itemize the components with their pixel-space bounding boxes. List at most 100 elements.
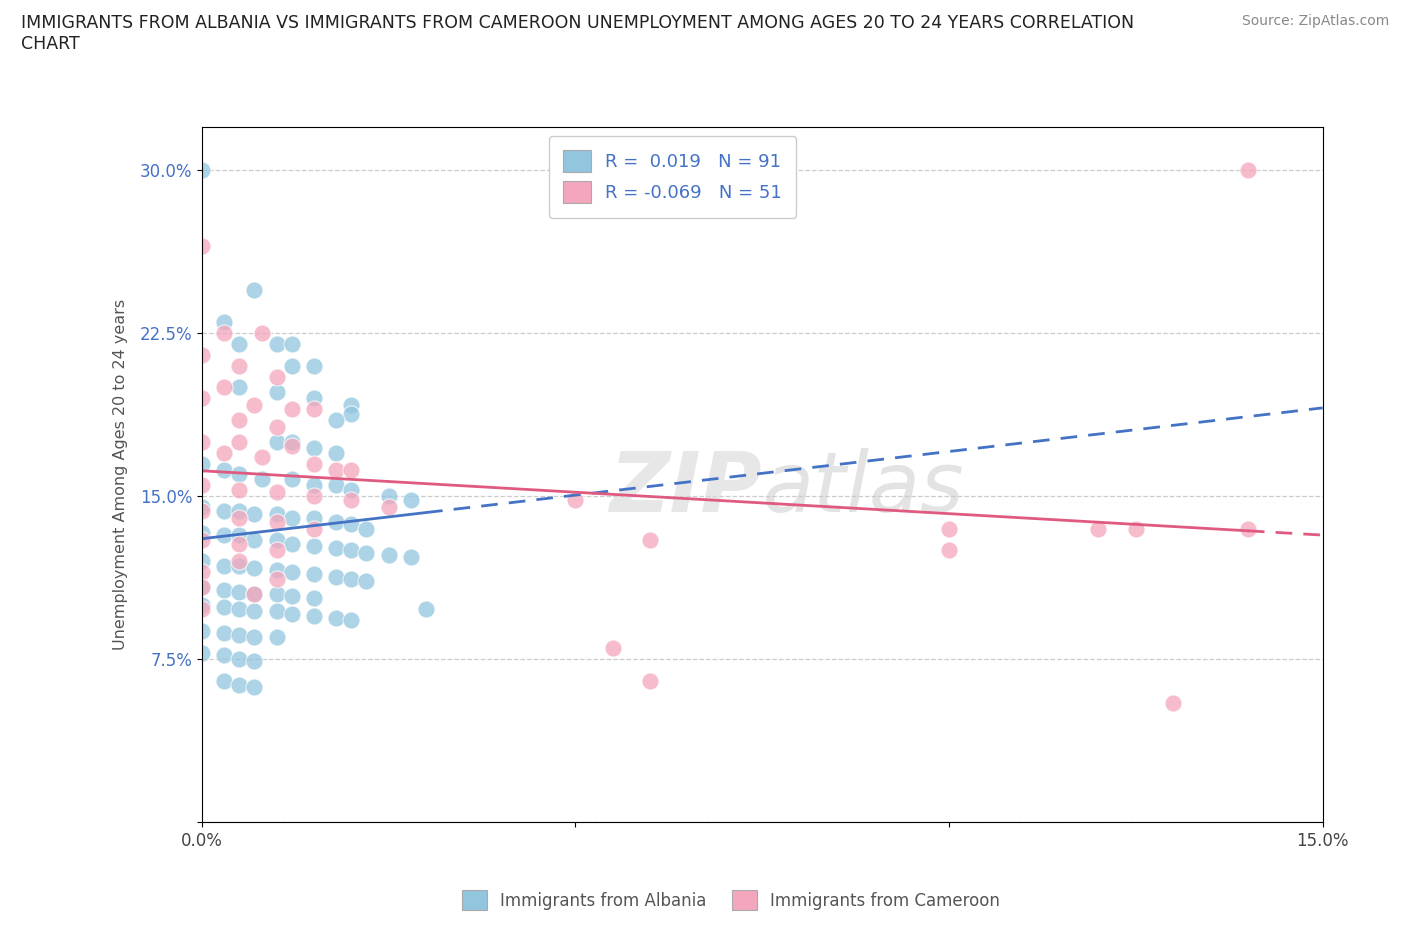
Text: atlas: atlas (762, 448, 965, 529)
Point (243, 506, 266, 521)
Point (191, 348, 214, 363)
Point (243, 604, 266, 618)
Point (399, 550, 422, 565)
Point (354, 545, 377, 560)
Point (228, 337, 250, 352)
Point (266, 571, 288, 586)
Point (228, 554, 250, 569)
Point (243, 680, 266, 695)
Point (399, 493, 422, 508)
Point (214, 504, 236, 519)
Point (228, 537, 250, 551)
Text: Source: ZipAtlas.com: Source: ZipAtlas.com (1241, 14, 1389, 28)
Point (214, 528, 236, 543)
Point (354, 574, 377, 589)
Point (191, 456, 214, 471)
Point (191, 391, 214, 405)
Point (325, 569, 347, 584)
Point (340, 493, 363, 508)
Point (302, 511, 325, 525)
Point (214, 582, 236, 597)
Point (340, 571, 363, 586)
Point (266, 337, 288, 352)
Point (340, 397, 363, 412)
Point (266, 630, 288, 644)
Point (302, 591, 325, 605)
Point (243, 587, 266, 602)
Point (191, 623, 214, 638)
Point (280, 402, 302, 417)
Point (243, 397, 266, 412)
Point (377, 548, 399, 563)
Point (280, 589, 302, 604)
Point (602, 641, 624, 656)
Point (214, 380, 236, 395)
Text: IMMIGRANTS FROM ALBANIA VS IMMIGRANTS FROM CAMEROON UNEMPLOYMENT AMONG AGES 20 T: IMMIGRANTS FROM ALBANIA VS IMMIGRANTS FR… (21, 14, 1135, 53)
Point (228, 380, 250, 395)
Point (228, 602, 250, 617)
Point (214, 673, 236, 688)
Point (325, 445, 347, 460)
Point (214, 647, 236, 662)
Point (228, 628, 250, 643)
Point (266, 563, 288, 578)
Point (250, 449, 273, 464)
Point (191, 163, 214, 178)
Point (564, 493, 586, 508)
Point (280, 358, 302, 373)
Point (302, 441, 325, 456)
Point (191, 525, 214, 540)
Point (250, 472, 273, 486)
Point (354, 522, 377, 537)
Point (191, 504, 214, 519)
Point (280, 537, 302, 551)
Text: ZIP: ZIP (610, 448, 762, 529)
Point (228, 504, 250, 519)
Point (1237, 163, 1260, 178)
Point (938, 522, 960, 537)
Legend: Immigrants from Albania, Immigrants from Cameroon: Immigrants from Albania, Immigrants from… (456, 884, 1007, 917)
Point (266, 515, 288, 530)
Point (243, 282, 266, 297)
Point (377, 499, 399, 514)
Point (228, 511, 250, 525)
Point (377, 488, 399, 503)
Point (214, 600, 236, 615)
Point (280, 606, 302, 621)
Point (302, 358, 325, 373)
Point (325, 478, 347, 493)
Point (280, 434, 302, 449)
Point (191, 478, 214, 493)
Point (280, 565, 302, 579)
Point (280, 511, 302, 525)
Point (340, 462, 363, 477)
Point (340, 406, 363, 421)
Point (415, 602, 437, 617)
Point (325, 541, 347, 556)
Point (214, 326, 236, 340)
Point (228, 678, 250, 693)
Point (266, 434, 288, 449)
Point (243, 587, 266, 602)
Point (266, 384, 288, 399)
Point (191, 580, 214, 595)
Point (325, 413, 347, 428)
Point (266, 506, 288, 521)
Point (228, 358, 250, 373)
Point (191, 532, 214, 547)
Point (228, 558, 250, 573)
Point (266, 419, 288, 434)
Point (638, 673, 661, 688)
Point (340, 613, 363, 628)
Point (266, 532, 288, 547)
Point (266, 587, 288, 602)
Point (243, 654, 266, 669)
Point (302, 538, 325, 553)
Point (1125, 522, 1147, 537)
Point (250, 326, 273, 340)
Point (191, 554, 214, 569)
Point (1237, 522, 1260, 537)
Point (228, 434, 250, 449)
Point (340, 482, 363, 497)
Point (228, 467, 250, 482)
